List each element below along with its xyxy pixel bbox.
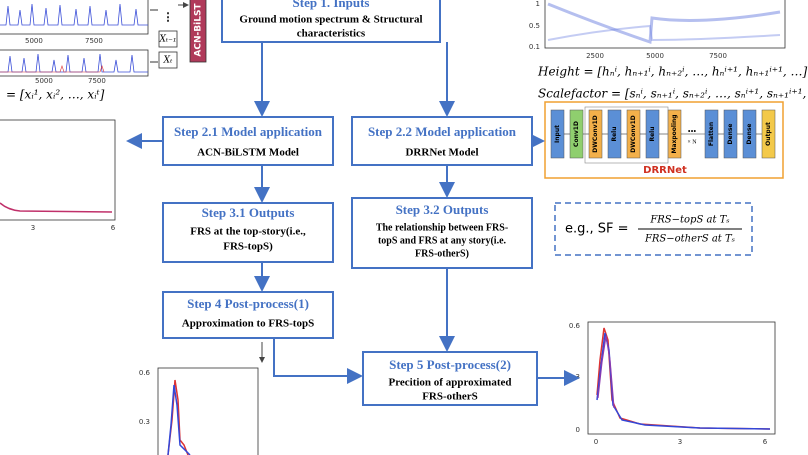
layer-label: Flatten [708,122,715,146]
step-title: Step 2.1 Model application [174,124,323,139]
tick-label: 0 [594,438,598,446]
tick-label: 0.3 [139,418,150,426]
input-plots: 5000 7500 5000 7500 = [xᵢ¹, xᵢ², …, xᵢᵗ]… [0,0,207,102]
layer-label: Output [765,122,772,146]
layer-label: DWConv1D [630,115,637,152]
repeat: × N [687,139,697,145]
layer-label: Relu [649,126,656,141]
layer-label: Maxpooling [671,114,678,153]
tick-label: 0.1 [529,43,540,51]
ellipsis: ••• [688,127,697,136]
tick-label: 2500 [586,52,604,60]
tick-label: 7500 [88,77,106,85]
tick-label: 7500 [709,52,727,60]
layer-label: Input [554,125,561,143]
sequence-formula: = [xᵢ¹, xᵢ², …, xᵢᵗ] [6,88,105,102]
layer-label: Dense [746,124,753,145]
tick-label: 1 [536,0,540,8]
step-title: Step 2.2 Model application [368,124,517,139]
step-box [351,116,533,166]
formula-denominator: FRS−otherS at Tₛ [644,234,735,245]
tick-label: 5000 [646,52,664,60]
height-plot: 1 0.5 0.1 2500 5000 7500 Height = [hₙⁱ, … [529,0,808,101]
step-box [362,351,538,406]
step-title: Step 3.2 Outputs [396,202,489,217]
step-text: DRRNet Model [405,147,478,159]
tick-label: 6 [763,438,768,446]
step-text: The relationship between FRS- [376,222,508,233]
drrnet-name: DRRNet [643,165,687,176]
step-title: Step 1. Inputs [293,0,370,10]
residual-frame [584,106,669,164]
right-plot: 0.6 0.3 0 0 3 6 [569,321,776,446]
drrnet-diagram: DRRNet Input Conv1D DWConv1D Relu DWConv1D Re… [544,101,784,179]
acn-label: ACN-BiLST [194,3,204,57]
tick-label: 7500 [85,37,103,45]
step-box [162,116,334,166]
formula-prefix: e.g., SF = [565,222,629,237]
step-text: characteristics [297,28,366,40]
bottom-plot: 0.6 0.3 [139,367,259,455]
step-text: FRS at the top-story(i.e., [190,226,306,238]
tick-label: 3 [31,224,35,232]
step-title: Step 4 Post-process(1) [187,296,309,311]
step-box [351,197,533,269]
step-box [162,291,334,339]
layer-label: Conv1D [573,121,580,147]
layer-block [761,109,776,159]
step-text: Approximation to FRS-topS [182,318,314,330]
tick-label: 5000 [35,77,53,85]
x-t: Xₜ [163,56,173,66]
scalefactor-formula: Scalefactor = [sₙⁱ, sₙ₊₁ⁱ, sₙ₊₂ⁱ, …, sₙⁱ… [538,87,808,101]
tick-label: 3 [678,438,682,446]
sf-formula: e.g., SF = FRS−topS at Tₛ FRS−otherS at … [554,202,753,256]
steps: Step 1. Inputs Ground motion spectrum & S… [162,0,538,406]
step-box [221,0,441,43]
step-text: Ground motion spectrum & Structural [239,14,422,26]
tick-label: 0.6 [569,322,581,330]
tick-label: 0 [576,426,580,434]
step-text: topS and FRS at any story(i.e. [378,235,507,246]
dots: ⋮ [163,12,174,24]
tick-label: 6 [111,224,116,232]
layer-label: DWConv1D [592,115,599,152]
height-formula: Height = [hₙⁱ, hₙ₊₁ⁱ, hₙ₊₂ⁱ, …, hₙⁱ⁺¹, h… [537,65,808,79]
tick-label: 0.5 [529,22,540,30]
step-title: Step 5 Post-process(2) [389,357,511,372]
step-title: Step 3.1 Outputs [202,205,295,220]
layer-label: Dense [727,124,734,145]
layer-label: Relu [611,126,618,141]
x-prev: Xₜ₋₁ [159,35,177,45]
tick-label: 5000 [25,37,43,45]
step-text: Precition of approximated [388,377,511,389]
arrows [126,42,580,386]
step-box [162,202,334,263]
step-text: FRS-otherS) [415,248,469,259]
tick-label: 0.6 [139,369,151,377]
step-text: FRS-topS) [223,241,273,253]
formula-numerator: FRS−topS at Tₛ [649,215,729,226]
step-text: ACN-BiLSTM Model [197,147,299,159]
left-plot: 3 6 [0,119,116,232]
step-text: FRS-otherS [422,391,478,403]
